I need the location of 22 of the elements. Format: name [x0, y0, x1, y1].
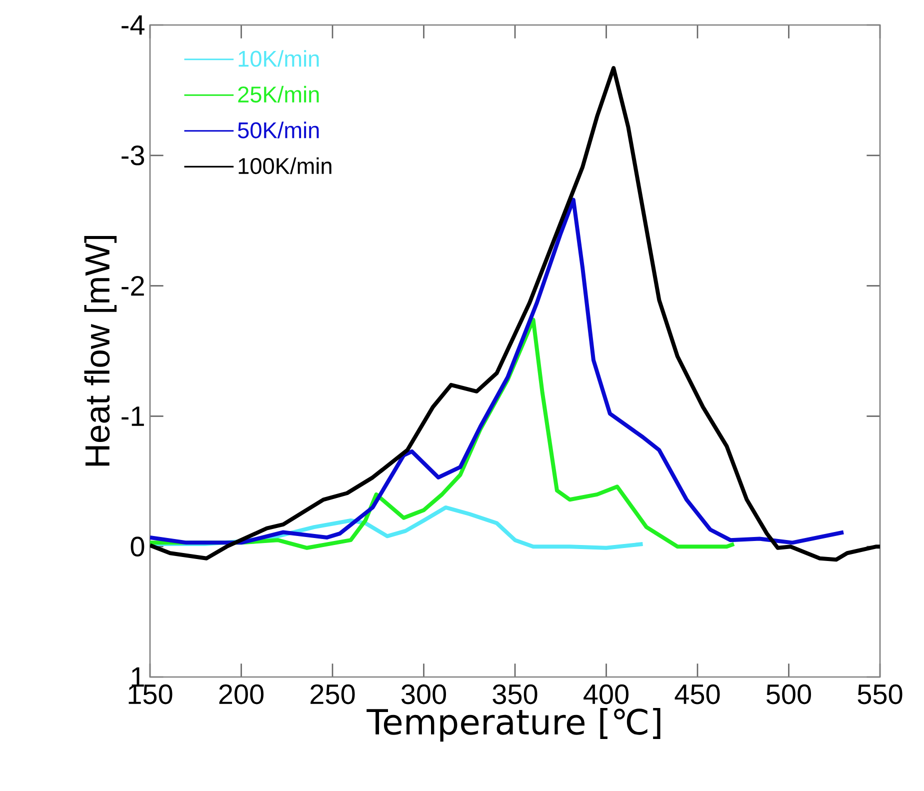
- x-tick-label: 400: [584, 684, 629, 704]
- x-tick-label: 350: [492, 684, 538, 704]
- y-axis-title: Heat flow [mW]: [84, 236, 117, 466]
- x-tick-label: 550: [858, 684, 902, 704]
- line-series: [150, 66, 880, 562]
- y-tick-label: -3: [122, 146, 144, 166]
- x-axis-title: Temperature [℃]: [366, 708, 660, 742]
- x-tick-label: 250: [310, 684, 355, 704]
- y-tick-label: -1: [122, 406, 144, 426]
- legend-label: 100K/min: [238, 158, 332, 174]
- x-tick-label: 200: [219, 684, 264, 704]
- y-tick-label: -2: [122, 276, 144, 296]
- legend-label: 10K/min: [238, 50, 319, 67]
- legend-label: 50K/min: [238, 122, 319, 138]
- legend-label: 25K/min: [238, 86, 319, 103]
- x-tick-label: 450: [674, 684, 720, 704]
- y-tick-label: -4: [122, 16, 144, 35]
- x-tick-label: 300: [401, 684, 446, 704]
- x-tick-label: 500: [766, 684, 812, 704]
- line-series: [150, 198, 846, 545]
- y-tick-label: 0: [130, 536, 144, 557]
- x-tick-label: 150: [128, 684, 172, 704]
